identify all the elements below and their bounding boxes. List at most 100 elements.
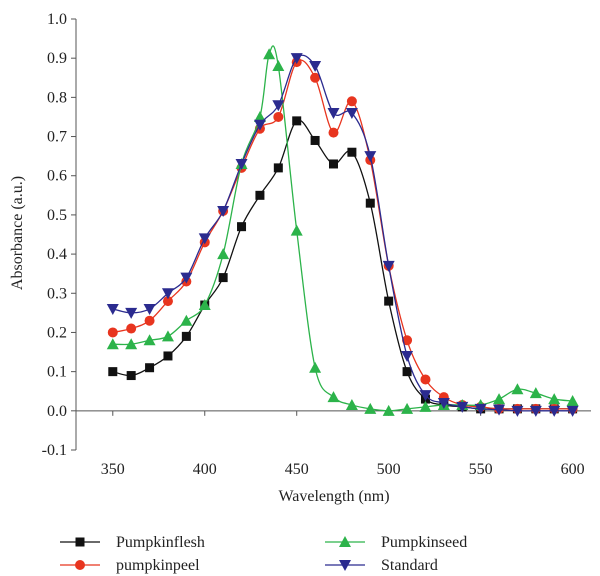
- data-point-standard: [235, 158, 248, 170]
- data-point-pumpkinflesh: [292, 116, 302, 126]
- data-point-pumpkinseed: [401, 402, 414, 414]
- data-point-pumpkinseed: [290, 224, 303, 236]
- data-point-pumpkinflesh: [145, 363, 155, 373]
- data-point-pumpkinpeel: [162, 296, 173, 307]
- legend-marker: [339, 536, 351, 547]
- data-point-pumpkinpeel: [144, 315, 155, 326]
- x-axis-title: Wavelength (nm): [278, 488, 389, 505]
- data-point-pumpkinseed: [125, 338, 138, 350]
- data-point-pumpkinflesh: [181, 331, 191, 341]
- data-point-standard: [364, 151, 377, 163]
- legend-item-pumpkinpeel: pumpkinpeel: [60, 557, 200, 574]
- data-point-pumpkinseed: [180, 314, 193, 326]
- data-point-pumpkinflesh: [347, 147, 357, 157]
- data-point-pumpkinflesh: [163, 351, 173, 361]
- legend-item-pumpkinflesh: Pumpkinflesh: [60, 534, 205, 551]
- series-line-standard: [112, 54, 573, 412]
- series-line-pumpkinflesh: [112, 119, 573, 410]
- series-line-pumpkinseed: [112, 45, 573, 412]
- legend-marker: [75, 560, 85, 570]
- data-point-standard: [309, 61, 322, 73]
- y-tick-label: 0.8: [47, 89, 67, 106]
- x-tick-label: 450: [285, 461, 309, 478]
- x-tick-label: 500: [377, 461, 401, 478]
- data-point-pumpkinflesh: [273, 163, 283, 173]
- data-point-standard: [511, 405, 524, 417]
- data-point-standard: [474, 403, 487, 415]
- y-tick-label: 0.0: [47, 403, 67, 420]
- data-point-pumpkinflesh: [108, 367, 118, 377]
- data-point-pumpkinpeel: [402, 335, 413, 346]
- legend-label: Pumpkinseed: [381, 534, 467, 551]
- data-point-pumpkinpeel: [107, 327, 118, 338]
- data-point-standard: [382, 260, 395, 272]
- data-point-pumpkinseed: [217, 248, 230, 260]
- data-point-pumpkinseed: [345, 398, 358, 410]
- legend-marker: [339, 560, 351, 571]
- data-point-pumpkinseed: [327, 391, 340, 403]
- data-point-pumpkinseed: [493, 393, 506, 405]
- y-tick-label: 0.5: [47, 207, 67, 224]
- data-point-pumpkinseed: [198, 299, 211, 311]
- data-point-standard: [327, 108, 340, 120]
- data-point-pumpkinflesh: [402, 367, 412, 377]
- y-tick-label: 0.6: [47, 168, 67, 185]
- y-axis-title: Absorbance (a.u.): [9, 176, 26, 290]
- data-point-pumpkinpeel: [310, 72, 321, 83]
- data-point-pumpkinflesh: [329, 159, 338, 169]
- axes: -0.1 0.0 0.1 0.2 0.3 0.4 0.5 0.6 0.7 0.8 0.9 1.0 350…: [42, 11, 591, 478]
- data-point-pumpkinseed: [382, 404, 395, 416]
- data-point-pumpkinpeel: [346, 96, 357, 107]
- data-point-pumpkinseed: [364, 402, 377, 414]
- y-tick-label: 1.0: [47, 11, 67, 28]
- data-point-pumpkinflesh: [365, 198, 375, 208]
- data-point-standard: [529, 405, 542, 417]
- data-point-pumpkinpeel: [420, 374, 431, 385]
- x-tick-label: 350: [101, 461, 125, 478]
- data-point-standard: [548, 405, 561, 417]
- data-point-standard: [143, 303, 156, 315]
- legend-item-standard: Standard: [325, 557, 438, 574]
- data-point-standard: [198, 233, 211, 245]
- data-point-standard: [566, 405, 579, 417]
- series-standard: [106, 53, 579, 417]
- series-pumpkinpeel: [107, 57, 578, 414]
- x-tick-label: 400: [193, 461, 217, 478]
- y-tick-label: -0.1: [42, 442, 67, 459]
- data-point-standard: [180, 272, 193, 284]
- data-point-pumpkinflesh: [255, 190, 265, 200]
- legend: Pumpkinflesh pumpkinpeel Pumpkinseed Standa…: [60, 534, 467, 574]
- data-point-pumpkinflesh: [126, 371, 136, 381]
- y-tick-label: 0.1: [47, 364, 67, 381]
- x-tick-label: 550: [469, 461, 493, 478]
- series-pumpkinseed: [106, 45, 579, 416]
- x-tick-label: 600: [561, 461, 585, 478]
- series-layer: [106, 45, 579, 417]
- legend-marker: [75, 537, 85, 547]
- data-point-pumpkinseed: [419, 400, 432, 412]
- data-point-standard: [253, 119, 266, 131]
- data-point-standard: [106, 303, 119, 315]
- legend-label: Standard: [381, 557, 438, 574]
- data-point-standard: [345, 108, 358, 120]
- series-line-pumpkinpeel: [112, 59, 573, 410]
- data-point-pumpkinseed: [161, 330, 174, 342]
- data-point-standard: [419, 390, 432, 402]
- data-point-standard: [401, 350, 414, 362]
- data-point-pumpkinflesh: [384, 296, 394, 306]
- data-point-standard: [456, 401, 469, 413]
- data-point-pumpkinseed: [529, 387, 542, 399]
- y-tick-label: 0.2: [47, 324, 67, 341]
- data-point-pumpkinseed: [272, 60, 285, 72]
- data-point-pumpkinseed: [253, 110, 266, 122]
- data-point-pumpkinpeel: [273, 111, 284, 122]
- y-tick-label: 0.9: [47, 50, 67, 67]
- data-point-pumpkinseed: [263, 48, 276, 60]
- data-point-standard: [290, 53, 303, 65]
- data-point-pumpkinseed: [143, 334, 156, 346]
- data-point-standard: [125, 307, 138, 319]
- data-point-standard: [493, 404, 506, 416]
- legend-item-pumpkinseed: Pumpkinseed: [325, 534, 467, 551]
- data-point-standard: [272, 100, 285, 112]
